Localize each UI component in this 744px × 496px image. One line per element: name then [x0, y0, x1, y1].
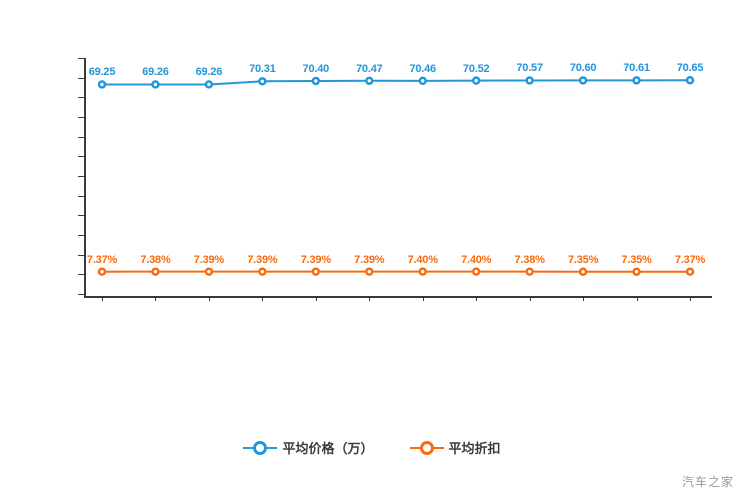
data-point-marker-center: [527, 269, 532, 274]
data-point-marker-center: [367, 269, 371, 274]
data-point-label: 70.60: [569, 62, 597, 75]
y-axis-tick: [78, 58, 84, 59]
y-axis-tick: [78, 97, 84, 99]
data-point-label: 7.37%: [674, 253, 706, 266]
data-point-label: 7.40%: [461, 253, 492, 266]
x-axis-tick: [102, 296, 103, 301]
x-axis-tick: [476, 296, 478, 301]
data-point-label: 70.57: [516, 62, 543, 75]
y-axis-tick: [78, 136, 84, 138]
data-point-label: 69.25: [88, 66, 116, 79]
legend-item-average-price[interactable]: 平均价格（万）: [243, 438, 374, 457]
data-point-label: 7.38%: [140, 253, 171, 266]
data-point-marker-center: [634, 270, 639, 274]
data-point-label: 70.47: [356, 62, 383, 75]
data-point-marker-center: [581, 78, 585, 83]
data-point-marker-center: [207, 269, 211, 274]
data-point-label: 7.35%: [621, 253, 652, 266]
data-point-marker-center: [153, 82, 158, 87]
x-axis-tick: [369, 296, 371, 301]
x-axis-tick: [583, 296, 585, 301]
data-point-label: 69.26: [195, 66, 223, 79]
data-point-marker-center: [314, 269, 318, 274]
data-point-marker-center: [421, 79, 425, 83]
plot-area: [86, 58, 706, 294]
x-axis-tick: [262, 296, 264, 301]
data-point-label: 7.38%: [514, 253, 545, 266]
data-point-marker-center: [474, 78, 478, 83]
data-point-label: 7.39%: [247, 253, 278, 266]
chart-legend: 平均价格（万） 平均折扣: [0, 438, 744, 457]
x-axis-tick: [636, 296, 638, 301]
watermark: 汽车之家: [681, 475, 734, 489]
data-point-marker-center: [634, 78, 639, 83]
y-axis-tick: [78, 195, 84, 197]
y-axis-tick: [78, 156, 84, 158]
data-point-marker-center: [153, 269, 158, 274]
x-axis-tick: [208, 296, 210, 301]
data-point-marker-center: [688, 78, 692, 82]
x-axis-tick: [529, 296, 531, 301]
x-axis-tick: [155, 296, 157, 301]
x-axis: [84, 296, 712, 298]
data-point-marker-center: [688, 270, 692, 274]
data-point-marker-center: [314, 79, 318, 83]
data-point-marker-center: [100, 270, 104, 274]
series-line: [101, 79, 691, 86]
data-point-label: 7.39%: [193, 253, 225, 266]
data-point-marker-center: [527, 78, 532, 83]
y-axis-tick: [78, 235, 84, 236]
y-axis-tick: [78, 77, 84, 79]
data-point-label: 70.46: [409, 62, 436, 75]
y-axis-tick: [78, 176, 84, 177]
data-point-label: 70.61: [623, 62, 650, 75]
line-circle-marker-icon: [243, 440, 278, 455]
data-point-marker-center: [367, 79, 371, 83]
y-axis-tick: [78, 294, 84, 295]
data-point-label: 7.39%: [354, 253, 385, 266]
data-point-marker-center: [207, 82, 211, 87]
data-point-label: 69.26: [142, 66, 169, 79]
data-point-marker-center: [260, 79, 265, 83]
y-axis-tick: [78, 254, 84, 256]
y-axis-tick: [78, 215, 84, 217]
data-point-label: 70.31: [249, 63, 276, 76]
data-point-label: 70.40: [302, 62, 330, 75]
data-point-label: 70.65: [676, 62, 704, 75]
series-layer: [97, 76, 695, 276]
data-point-marker-center: [260, 269, 265, 274]
x-axis-tick: [315, 296, 317, 301]
data-point-label: 70.52: [462, 62, 490, 75]
data-point-marker-center: [100, 82, 104, 87]
y-axis: [84, 58, 86, 298]
legend-item-average-discount[interactable]: 平均折扣: [409, 438, 501, 457]
data-point-marker-center: [474, 269, 478, 274]
data-point-label: 7.40%: [407, 253, 438, 266]
line-circle-marker-icon: [409, 440, 444, 455]
legend-item-label: 平均折扣: [448, 441, 501, 456]
y-axis-tick: [78, 274, 84, 276]
x-axis-tick: [422, 296, 424, 301]
data-point-marker-center: [421, 269, 425, 274]
data-point-label: 7.37%: [86, 253, 118, 266]
data-point-label: 7.35%: [567, 253, 599, 266]
legend-item-label: 平均价格（万）: [282, 441, 374, 456]
y-axis-tick: [78, 117, 84, 118]
x-axis-tick: [690, 296, 691, 301]
data-point-marker-center: [581, 270, 585, 274]
data-point-label: 7.39%: [300, 253, 331, 266]
